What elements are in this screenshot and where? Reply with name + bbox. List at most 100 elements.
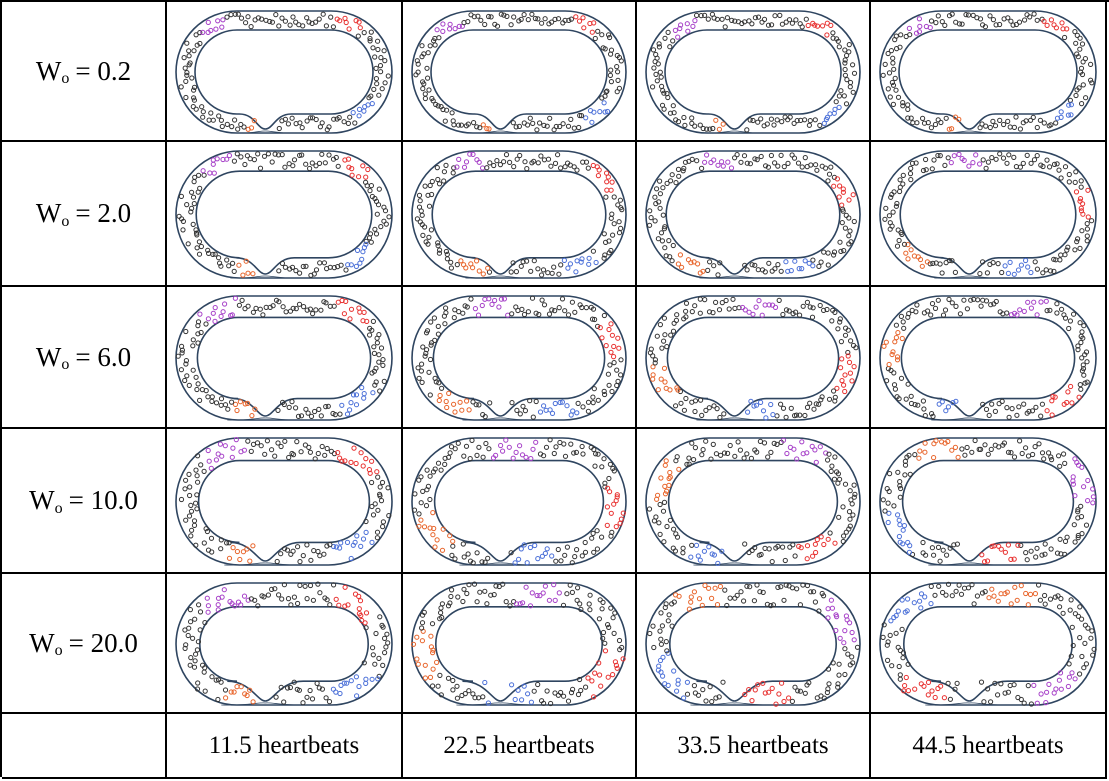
particle bbox=[454, 262, 460, 268]
particle bbox=[363, 625, 369, 631]
particle bbox=[885, 657, 891, 664]
particle bbox=[602, 252, 608, 258]
particle bbox=[282, 18, 289, 24]
particle bbox=[705, 267, 711, 273]
particle bbox=[615, 335, 621, 341]
particle bbox=[615, 69, 621, 75]
particle bbox=[663, 385, 669, 391]
particle bbox=[912, 452, 918, 458]
particle bbox=[669, 172, 675, 178]
particle bbox=[697, 122, 703, 128]
particle bbox=[369, 503, 375, 510]
particle bbox=[608, 67, 614, 73]
particle bbox=[1042, 601, 1048, 607]
particle bbox=[1046, 681, 1052, 688]
particle bbox=[885, 639, 891, 645]
particle bbox=[997, 21, 1003, 28]
particle bbox=[440, 526, 446, 532]
particle bbox=[183, 328, 189, 335]
particle bbox=[789, 585, 795, 591]
particle bbox=[477, 589, 483, 595]
particle bbox=[958, 591, 965, 597]
particle bbox=[374, 211, 380, 217]
particle bbox=[189, 189, 195, 195]
particle bbox=[518, 16, 524, 22]
particle bbox=[349, 172, 355, 178]
particle bbox=[208, 465, 214, 471]
particle bbox=[189, 527, 195, 533]
particle bbox=[496, 304, 502, 310]
particle bbox=[678, 400, 684, 406]
sim-panel-r3-c3 bbox=[637, 287, 871, 429]
particle bbox=[670, 38, 676, 44]
particle bbox=[671, 526, 677, 532]
particle bbox=[590, 394, 596, 400]
particle bbox=[658, 610, 664, 616]
particle bbox=[186, 382, 192, 389]
particle bbox=[297, 559, 303, 565]
particle bbox=[657, 657, 664, 664]
particle bbox=[1069, 624, 1075, 630]
particle bbox=[232, 11, 238, 17]
particle bbox=[460, 541, 466, 547]
particle bbox=[193, 374, 199, 380]
particle bbox=[748, 398, 754, 404]
particle bbox=[478, 17, 484, 23]
particle bbox=[1041, 18, 1047, 24]
particle bbox=[373, 231, 380, 237]
particle bbox=[448, 265, 455, 271]
particle bbox=[1015, 542, 1021, 548]
particle bbox=[436, 380, 442, 386]
particle bbox=[342, 15, 348, 21]
particle bbox=[223, 695, 229, 701]
particle bbox=[504, 13, 510, 19]
particle bbox=[374, 335, 380, 341]
particle bbox=[1081, 484, 1087, 490]
particle bbox=[198, 329, 204, 336]
particle bbox=[270, 303, 276, 309]
sim-panel-r4-c1 bbox=[167, 429, 403, 574]
particle bbox=[382, 650, 388, 656]
particle bbox=[656, 44, 662, 50]
particle bbox=[361, 30, 367, 36]
particle bbox=[422, 675, 428, 681]
particle bbox=[992, 408, 999, 415]
particle bbox=[775, 584, 781, 590]
particle bbox=[905, 106, 911, 113]
particle bbox=[707, 126, 713, 132]
particle bbox=[990, 118, 996, 125]
particle bbox=[574, 410, 580, 416]
particle bbox=[562, 552, 568, 558]
particle bbox=[240, 272, 246, 278]
particle bbox=[466, 407, 472, 413]
particle bbox=[194, 506, 200, 512]
particle bbox=[190, 194, 197, 200]
particle bbox=[213, 400, 220, 406]
particle bbox=[1033, 554, 1039, 560]
particle bbox=[719, 548, 725, 554]
particle bbox=[832, 309, 838, 315]
particle bbox=[658, 74, 664, 80]
particle bbox=[1058, 551, 1064, 557]
particle bbox=[1023, 550, 1029, 556]
particle bbox=[416, 523, 422, 529]
particle bbox=[549, 307, 555, 313]
particle bbox=[247, 558, 253, 564]
particle bbox=[681, 114, 687, 121]
particle bbox=[947, 696, 954, 702]
particle bbox=[936, 401, 942, 407]
particle bbox=[229, 454, 235, 460]
particle bbox=[1048, 546, 1054, 552]
particle bbox=[972, 437, 978, 444]
particle bbox=[847, 228, 853, 234]
particle bbox=[792, 258, 798, 264]
particle bbox=[963, 12, 969, 18]
particle bbox=[982, 589, 988, 595]
particle bbox=[182, 65, 188, 71]
particle bbox=[781, 698, 787, 705]
particle bbox=[198, 243, 205, 250]
particle bbox=[1062, 252, 1068, 258]
particle bbox=[530, 446, 536, 452]
particle bbox=[590, 248, 596, 254]
particle bbox=[889, 351, 895, 358]
